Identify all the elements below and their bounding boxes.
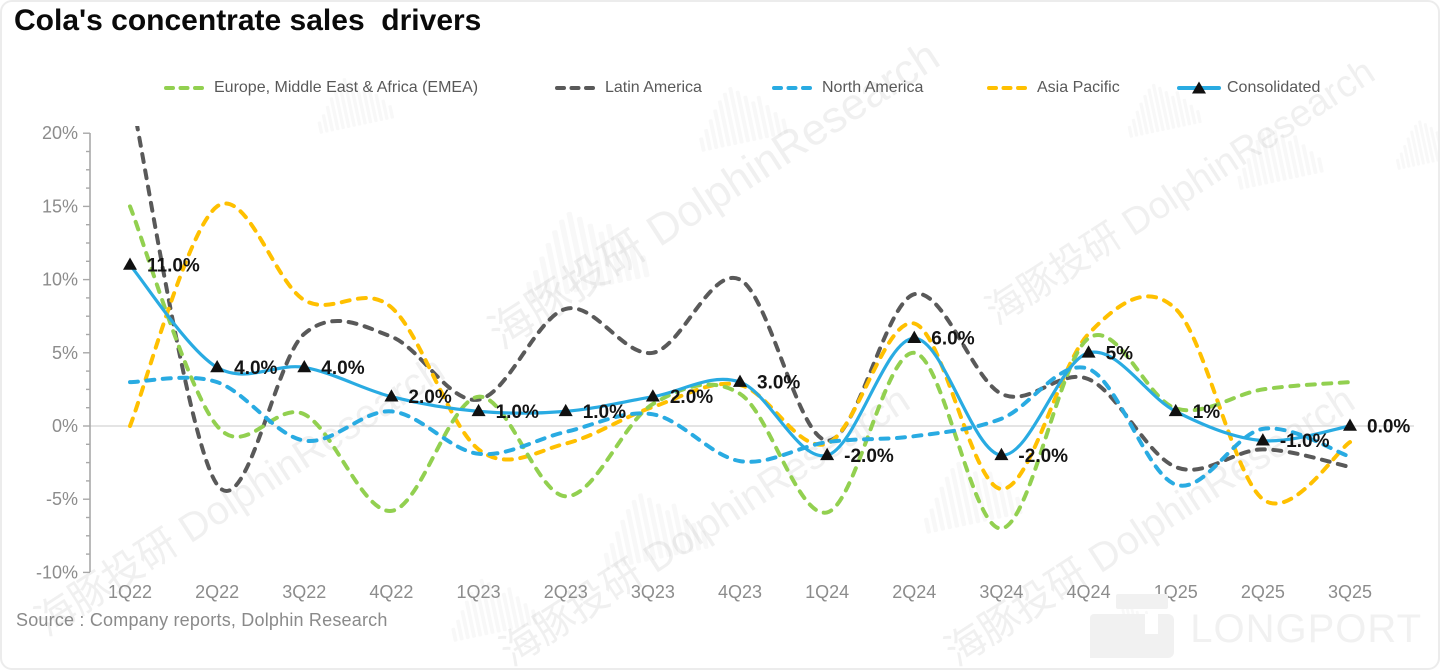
data-point-marker bbox=[384, 389, 399, 402]
data-point-marker bbox=[210, 359, 225, 373]
data-point-label: -2.0% bbox=[1018, 446, 1068, 467]
watermark-bars bbox=[1237, 126, 1324, 190]
legend-marker bbox=[555, 86, 599, 90]
data-point-marker bbox=[907, 330, 922, 343]
chart-legend: Europe, Middle East & Africa (EMEA) Latin… bbox=[2, 2, 1438, 112]
series-line-consolidated bbox=[128, 263, 1352, 458]
legend-label: North America bbox=[822, 79, 924, 96]
x-tick-label: 3Q24 bbox=[979, 582, 1023, 602]
series-line-europe-middle-east-africa-emea bbox=[128, 204, 1352, 531]
data-point-label: 3.0% bbox=[757, 373, 800, 394]
longport-logo: LONGPORT bbox=[1090, 594, 1422, 658]
data-point-marker bbox=[994, 447, 1009, 461]
x-tick-label: 1Q24 bbox=[805, 582, 849, 602]
longport-logo-bar bbox=[1116, 594, 1169, 609]
series-line-latin-america bbox=[135, 126, 1352, 493]
data-point-marker bbox=[558, 403, 573, 417]
x-tick-label: 4Q22 bbox=[369, 582, 413, 602]
data-point-marker bbox=[1168, 403, 1183, 417]
data-point-marker bbox=[297, 359, 312, 373]
legend-item-consolidated: Consolidated bbox=[1177, 79, 1320, 97]
watermark-bars bbox=[1395, 120, 1438, 170]
data-point-marker bbox=[645, 389, 660, 402]
plot-area bbox=[128, 126, 1352, 531]
y-tick-label: 0% bbox=[52, 416, 78, 436]
x-tick-label: 4Q23 bbox=[718, 582, 762, 602]
data-point-label: 2.0% bbox=[408, 387, 451, 408]
data-point-marker bbox=[471, 403, 486, 417]
y-tick-label: -10% bbox=[36, 562, 78, 582]
legend-label: Consolidated bbox=[1227, 79, 1321, 96]
legend-marker bbox=[164, 86, 208, 90]
y-tick-label: 15% bbox=[42, 196, 78, 216]
watermark-bars bbox=[526, 211, 650, 302]
data-point-label: -2.0% bbox=[844, 446, 894, 467]
legend-item-latin-america: Latin America bbox=[555, 79, 702, 97]
data-point-marker bbox=[1081, 345, 1096, 358]
legend-item-asia-pacific: Asia Pacific bbox=[987, 79, 1120, 97]
data-point-marker bbox=[820, 447, 835, 461]
x-tick-label: 1Q22 bbox=[108, 582, 152, 602]
data-point-marker bbox=[123, 257, 137, 270]
x-tick-label: 1Q23 bbox=[457, 582, 501, 602]
data-point-marker bbox=[733, 374, 747, 387]
watermark-bars bbox=[923, 461, 1023, 534]
data-point-label: 1.0% bbox=[496, 402, 539, 423]
data-point-label: 2.0% bbox=[670, 387, 713, 408]
series-markers-consolidated: 11.0% 4.0% 4.0% 2.0% 1.0% 1.0% 2.0% 3.0% -2.0% 6.… bbox=[123, 255, 1410, 467]
page-title: Cola's concentrate sales drivers bbox=[14, 4, 482, 37]
data-point-label: 0.0% bbox=[1367, 417, 1410, 438]
legend-marker bbox=[987, 86, 1031, 90]
y-tick-label: 5% bbox=[52, 343, 78, 363]
legend-label: Asia Pacific bbox=[1037, 79, 1120, 96]
data-point-label: 4.0% bbox=[234, 358, 277, 379]
data-point-label: 11.0% bbox=[147, 255, 200, 276]
legend-marker bbox=[1177, 81, 1221, 94]
series-line-north-america bbox=[128, 365, 1352, 488]
x-tick-label: 3Q23 bbox=[631, 582, 675, 602]
y-tick-label: 20% bbox=[42, 123, 78, 143]
source-text: Source : Company reports, Dolphin Resear… bbox=[16, 610, 388, 630]
legend-item-europe-middle-east-africa-emea: Europe, Middle East & Africa (EMEA) bbox=[164, 79, 478, 97]
y-axis: 20% 15% 10% 5% 0% -5% -10% bbox=[36, 123, 91, 582]
data-point-label: -1.0% bbox=[1280, 431, 1330, 452]
data-point-label: 4.0% bbox=[321, 358, 364, 379]
y-tick-label: 10% bbox=[42, 270, 78, 290]
data-point-label: 6.0% bbox=[931, 329, 974, 350]
watermark-bars bbox=[603, 493, 709, 570]
longport-logo-mark bbox=[1090, 594, 1175, 658]
watermark-text: 海豚投研 DolphinResearch bbox=[28, 347, 453, 644]
data-point-marker bbox=[1343, 418, 1357, 431]
legend-item-north-america: North America bbox=[772, 79, 923, 97]
x-tick-label: 3Q22 bbox=[282, 582, 326, 602]
watermark-text: 海豚投研 DolphinResearch bbox=[493, 377, 918, 670]
longport-wordmark: LONGPORT bbox=[1190, 607, 1422, 651]
data-point-label: 5% bbox=[1106, 343, 1134, 364]
legend-label: Europe, Middle East & Africa (EMEA) bbox=[214, 79, 479, 96]
data-point-marker bbox=[1255, 433, 1270, 446]
watermark-bars bbox=[451, 578, 538, 642]
legend-label: Latin America bbox=[605, 79, 702, 96]
x-tick-label: 2Q24 bbox=[892, 582, 936, 602]
x-tick-label: 2Q22 bbox=[195, 582, 239, 602]
data-point-label: 1% bbox=[1193, 402, 1221, 423]
longport-logo-bubble bbox=[1090, 614, 1175, 658]
data-point-label: 1.0% bbox=[583, 402, 626, 423]
x-tick-label: 2Q23 bbox=[544, 582, 588, 602]
series-line-asia-pacific bbox=[128, 201, 1352, 506]
legend-marker bbox=[772, 86, 816, 90]
y-tick-label: -5% bbox=[46, 489, 78, 509]
